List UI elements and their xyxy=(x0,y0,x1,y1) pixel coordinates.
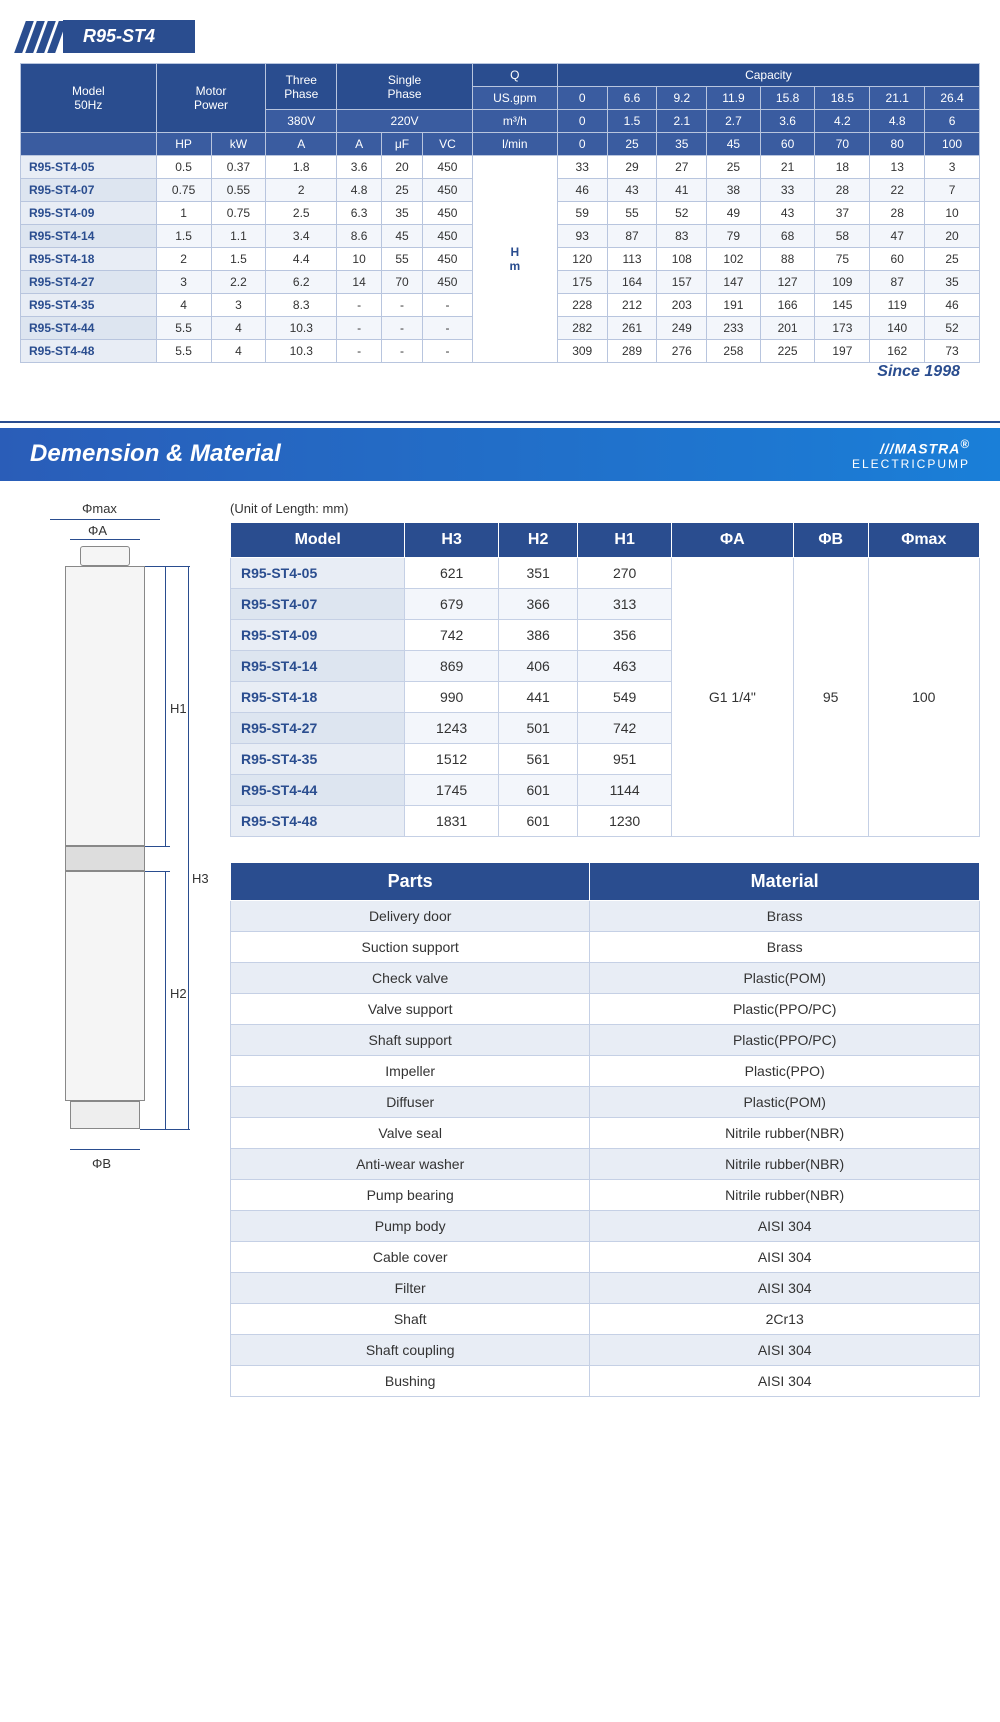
header-stripes-icon xyxy=(20,21,61,53)
th-a380: A xyxy=(266,133,337,156)
th-a220: A xyxy=(337,133,382,156)
label-h2: H2 xyxy=(170,986,187,1001)
th-m3h: m³/h xyxy=(472,110,557,133)
parts-table: PartsMaterial Delivery doorBrassSuction … xyxy=(230,862,980,1397)
brand-block: ///MASTRA® ELECTRICPUMP xyxy=(852,438,970,471)
label-phimax: Φmax xyxy=(82,501,117,516)
brand-name: ///MASTRA® xyxy=(852,438,970,457)
label-h3: H3 xyxy=(192,871,209,886)
th-motor-power: Motor Power xyxy=(156,64,266,133)
th-kw: kW xyxy=(211,133,266,156)
hm-label: Hm xyxy=(472,156,557,363)
product-header: R95-ST4 xyxy=(20,20,1000,53)
th-model: Model 50Hz xyxy=(21,64,157,133)
pump-diagram: Φmax ΦA H1 H2 H3 xyxy=(20,501,200,1181)
dimension-table: ModelH3H2H1ΦAΦBΦmax R95-ST4-05621351270G… xyxy=(230,522,980,837)
section-banner: Demension & Material ///MASTRA® ELECTRIC… xyxy=(0,428,1000,481)
label-phia: ΦA xyxy=(88,523,107,538)
product-code: R95-ST4 xyxy=(63,20,195,53)
divider xyxy=(0,421,1000,423)
th-q: Q xyxy=(472,64,557,87)
since-label: Since 1998 xyxy=(0,363,1000,381)
th-lmin: l/min xyxy=(472,133,557,156)
section-title: Demension & Material xyxy=(30,440,281,468)
th-usgpm: US.gpm xyxy=(472,87,557,110)
label-h1: H1 xyxy=(170,701,187,716)
th-380v: 380V xyxy=(266,110,337,133)
th-uf: μF xyxy=(381,133,422,156)
th-single-phase: Single Phase xyxy=(337,64,473,110)
th-220v: 220V xyxy=(337,110,473,133)
th-three-phase: Three Phase xyxy=(266,64,337,110)
th-vc: VC xyxy=(423,133,473,156)
spec-table: Model 50Hz Motor Power Three Phase Singl… xyxy=(20,63,980,363)
brand-sub: ELECTRICPUMP xyxy=(852,457,970,471)
unit-note: (Unit of Length: mm) xyxy=(230,501,980,516)
th-hp: HP xyxy=(156,133,211,156)
th-capacity: Capacity xyxy=(557,64,979,87)
label-phib: ΦB xyxy=(92,1156,111,1171)
